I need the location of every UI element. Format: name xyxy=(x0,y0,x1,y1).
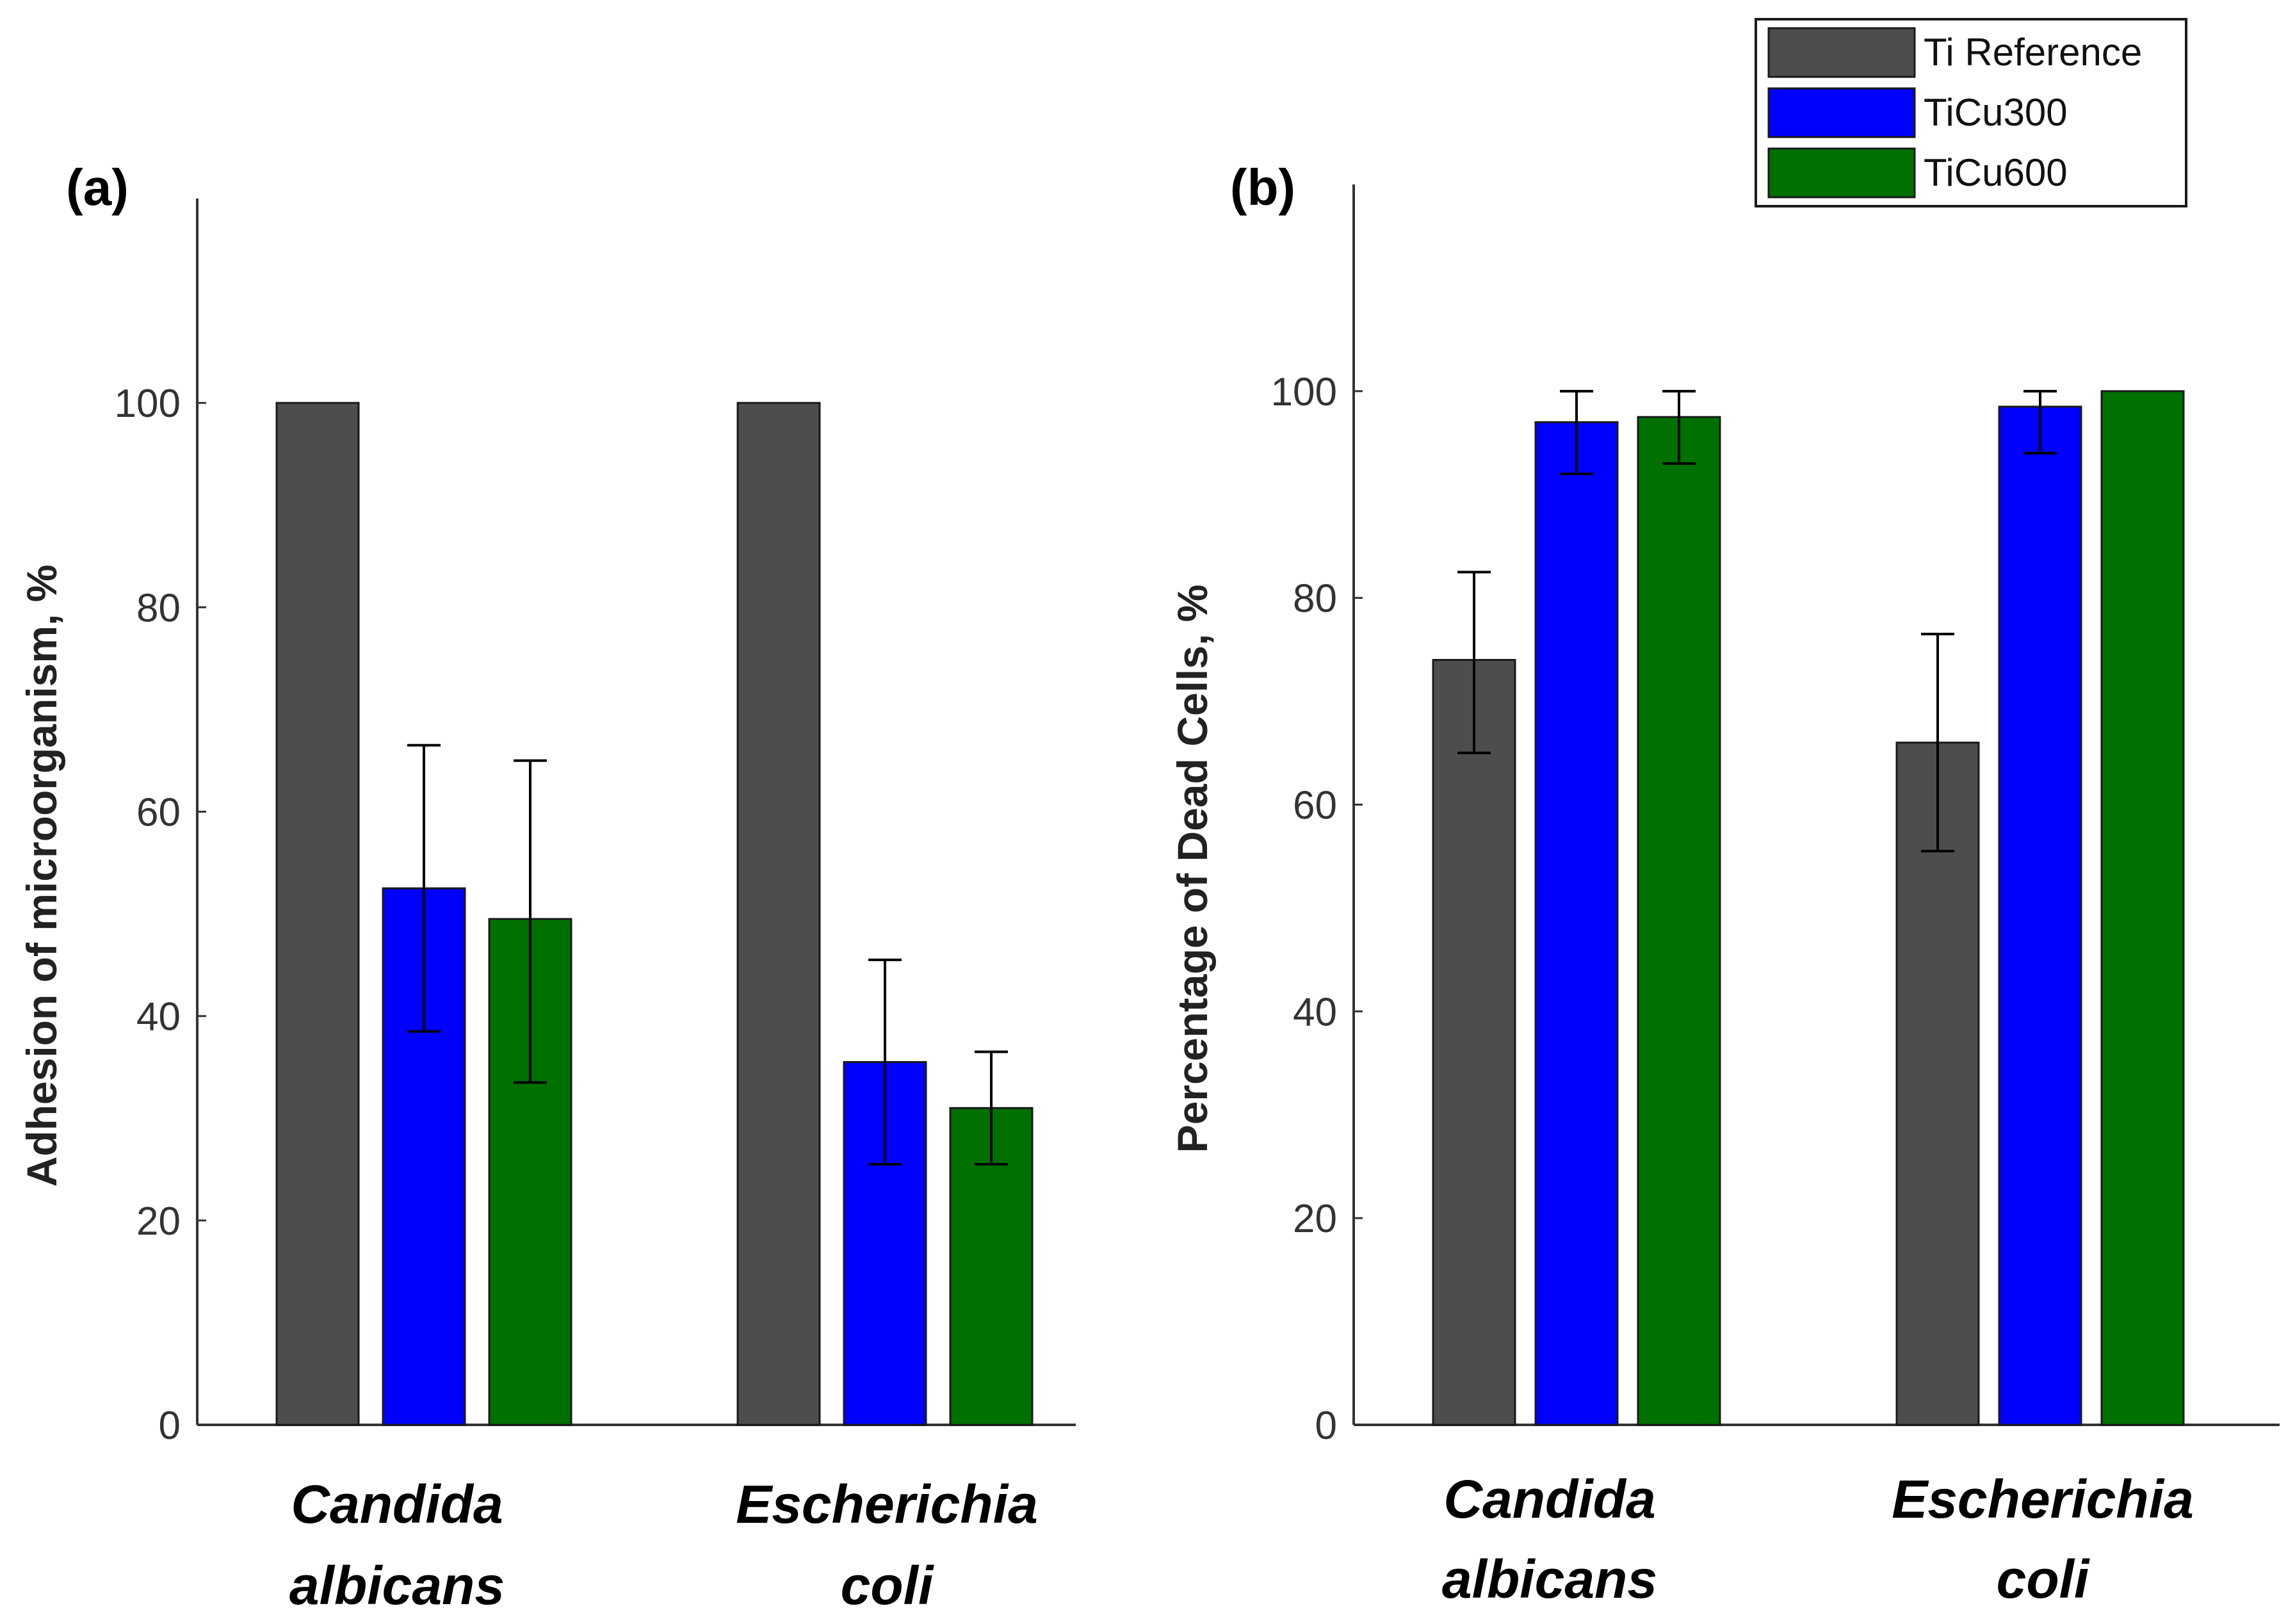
error-bar xyxy=(1457,571,1491,754)
legend: Ti Reference TiCu300 TiCu600 xyxy=(1755,18,2187,207)
legend-swatch xyxy=(1767,87,1916,138)
error-bar xyxy=(1921,633,1954,853)
category-label: coli xyxy=(841,1555,934,1616)
bar-ti-reference-candida xyxy=(1432,659,1516,1426)
y-axis-title: Percentage of Dead Cells, % xyxy=(1169,585,1216,1153)
y-tick-label: 100 xyxy=(115,382,181,426)
error-bar xyxy=(975,1050,1008,1166)
legend-label: Ti Reference xyxy=(1924,31,2142,74)
y-tick-label: 80 xyxy=(1293,577,1337,621)
y-tick-label: 20 xyxy=(136,1199,181,1244)
y-tick-label: 0 xyxy=(1315,1404,1337,1448)
error-bar xyxy=(514,759,547,1084)
bar-ti-reference-escherichia xyxy=(1895,742,1980,1426)
y-tick-label: 40 xyxy=(1293,990,1337,1034)
legend-swatch xyxy=(1767,27,1916,78)
bar-ti-reference-escherichia xyxy=(736,402,821,1426)
error-bar xyxy=(1662,389,1696,465)
panel-label: (b) xyxy=(1230,159,1295,216)
y-tick-label: 60 xyxy=(136,791,181,835)
category-label: Escherichia xyxy=(1892,1469,2194,1529)
y-tick-label: 60 xyxy=(1293,784,1337,828)
legend-label: TiCu300 xyxy=(1924,91,2068,134)
y-tick-label: 80 xyxy=(136,586,181,630)
error-bar xyxy=(2023,389,2057,455)
category-label: coli xyxy=(1997,1549,2090,1609)
category-label: albicans xyxy=(289,1555,505,1616)
panel-label: (a) xyxy=(66,159,129,216)
bar-ti-reference-candida xyxy=(275,402,360,1426)
category-label: Candida xyxy=(291,1474,503,1534)
y-tick-label: 0 xyxy=(159,1404,181,1448)
category-label: Escherichia xyxy=(736,1474,1038,1534)
chart-panel-a: 0 20 40 60 80 100 Adhesion of microorganism, %… xyxy=(18,159,1076,1616)
error-bar xyxy=(407,743,441,1033)
y-axis-title: Adhesion of microorganism, % xyxy=(18,565,65,1187)
bar-ticu300-candida xyxy=(1534,421,1619,1426)
chart-panel-b: 0 20 40 60 80 100 Percentage of Dead Cells, % (… xyxy=(1169,159,2280,1609)
error-bar xyxy=(868,958,902,1166)
bar-ticu300-escherichia xyxy=(1998,405,2082,1426)
category-label: albicans xyxy=(1442,1549,1657,1609)
y-tick-label: 100 xyxy=(1271,370,1337,414)
error-bar xyxy=(1560,389,1593,475)
y-tick-label: 40 xyxy=(136,995,181,1039)
bar-ticu600-escherichia xyxy=(2100,390,2185,1426)
bar-ticu600-candida xyxy=(1637,416,1721,1426)
legend-label: TiCu600 xyxy=(1924,151,2068,194)
y-tick-label: 20 xyxy=(1293,1197,1337,1241)
legend-swatch xyxy=(1767,147,1916,199)
category-label: Candida xyxy=(1443,1469,1655,1529)
